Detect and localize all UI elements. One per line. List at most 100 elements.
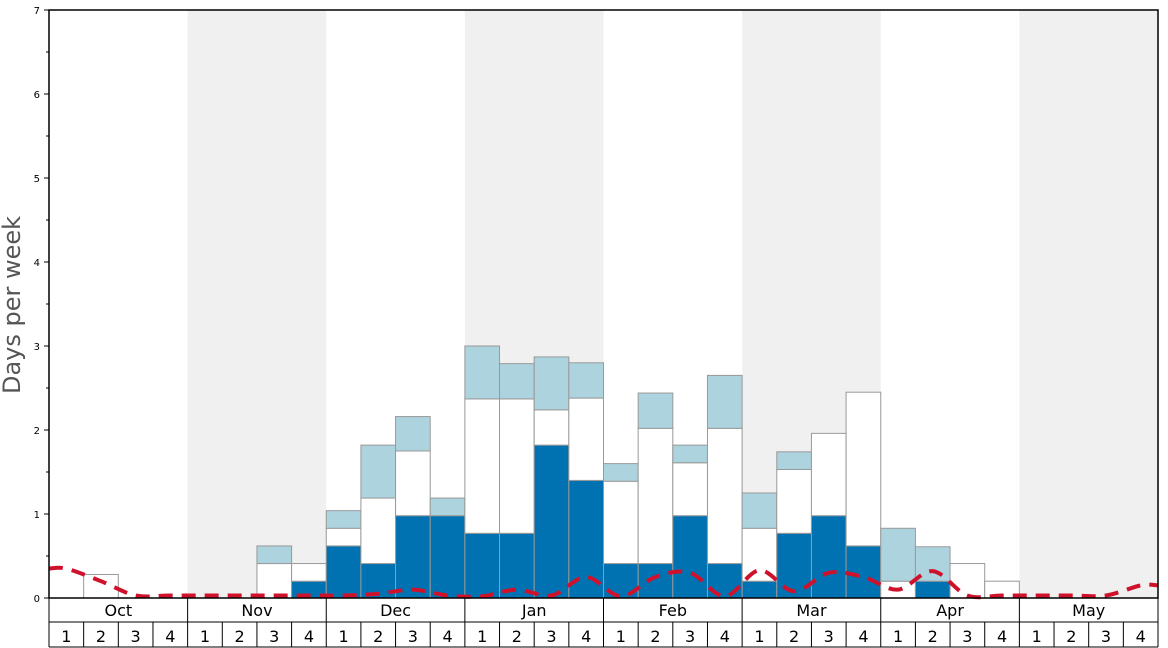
bar-series2-week24 <box>845 391 882 547</box>
bar-series3-week9 <box>325 510 362 529</box>
week-label: 3 <box>685 627 695 646</box>
week-label: 2 <box>1066 627 1076 646</box>
bar-series3-week22 <box>776 451 812 470</box>
week-label: 4 <box>997 627 1007 646</box>
bar-series2-week17 <box>603 480 639 565</box>
month-bands <box>187 10 1158 598</box>
month-label-oct: Oct <box>104 601 132 620</box>
y-tick-label: 1 <box>34 510 40 521</box>
bar-series3-week16 <box>568 362 604 399</box>
bar-series3-week25 <box>880 527 916 582</box>
y-ticks: 0 1 2 3 4 5 6 7 <box>34 6 49 605</box>
y-tick-label: 5 <box>34 174 40 185</box>
week-label: 4 <box>720 627 730 646</box>
bar-series1-week21 <box>741 580 778 599</box>
y-tick-label: 4 <box>34 258 40 269</box>
bar-series2-week7 <box>256 563 293 599</box>
bar-series2-week15 <box>533 409 570 446</box>
bar-series1-week11 <box>395 515 431 599</box>
y-tick-label: 0 <box>34 594 40 605</box>
bar-series3-week17 <box>603 463 639 482</box>
bar-series3-week20 <box>706 374 743 429</box>
week-label: 1 <box>754 627 764 646</box>
week-label: 2 <box>512 627 522 646</box>
bar-series3-week14 <box>499 363 535 400</box>
week-label: 3 <box>408 627 418 646</box>
bar-series2-week18 <box>637 427 674 565</box>
bar-series2-week11 <box>395 450 431 517</box>
bar-series1-week14 <box>499 532 535 599</box>
bar-series2-week9 <box>325 527 362 547</box>
week-label: 3 <box>1101 627 1111 646</box>
bar-series1-week13 <box>464 532 501 599</box>
bar-series3-week19 <box>672 444 708 464</box>
week-label: 4 <box>581 627 591 646</box>
bar-series3-week10 <box>360 444 397 499</box>
bar-series1-week18 <box>637 563 674 599</box>
bars <box>83 345 1020 599</box>
month-label-dec: Dec <box>380 601 411 620</box>
week-label: 2 <box>235 627 245 646</box>
week-label: 4 <box>165 627 175 646</box>
bar-series1-week23 <box>810 515 847 599</box>
bar-series2-week22 <box>776 468 812 534</box>
bar-series3-week7 <box>256 545 293 565</box>
week-label: 2 <box>789 627 799 646</box>
week-label: 4 <box>1136 627 1146 646</box>
bar-series2-week8 <box>291 563 327 582</box>
y-tick-label: 6 <box>34 90 40 101</box>
bar-series1-week9 <box>325 545 362 599</box>
week-label: 3 <box>269 627 279 646</box>
bar-series2-week16 <box>568 397 604 481</box>
week-label: 4 <box>304 627 314 646</box>
bar-series1-week24 <box>845 545 882 599</box>
bar-series3-week15 <box>533 356 570 411</box>
month-label-nov: Nov <box>241 601 272 620</box>
bar-series3-week13 <box>464 345 501 400</box>
week-label: 1 <box>477 627 487 646</box>
bar-series3-week11 <box>395 416 431 452</box>
bar-series2-week19 <box>672 462 708 517</box>
bar-series3-week18 <box>637 392 674 429</box>
week-label: 2 <box>928 627 938 646</box>
week-label: 3 <box>131 627 141 646</box>
week-label: 3 <box>546 627 556 646</box>
bar-series3-week12 <box>429 497 466 517</box>
x-axis: Oct 1 2 3 4 Nov 1 2 3 4 Dec 1 2 3 4 Jan 1 2 3 4 Feb 1 2 3 4 Mar 1 2… <box>48 598 1159 648</box>
bar-series2-week2 <box>83 573 119 599</box>
week-label: 1 <box>616 627 626 646</box>
bar-series2-week20 <box>706 427 743 565</box>
y-tick-label: 7 <box>34 6 40 17</box>
week-label: 3 <box>962 627 972 646</box>
week-label: 2 <box>650 627 660 646</box>
bar-series1-week12 <box>429 515 466 599</box>
week-label: 1 <box>893 627 903 646</box>
y-tick-label: 2 <box>34 426 40 437</box>
week-label: 2 <box>96 627 106 646</box>
bar-series1-week15 <box>533 444 570 599</box>
month-label-apr: Apr <box>936 601 964 620</box>
bar-series2-week14 <box>499 398 535 534</box>
bar-series3-week21 <box>741 492 778 529</box>
week-label: 4 <box>858 627 868 646</box>
month-label-may: May <box>1072 601 1105 620</box>
bar-series2-week10 <box>360 497 397 565</box>
bar-series1-week26 <box>914 580 951 599</box>
y-tick-label: 3 <box>34 342 40 353</box>
week-label: 1 <box>1032 627 1042 646</box>
month-label-jan: Jan <box>521 601 547 620</box>
month-band-may <box>1019 10 1158 598</box>
bar-series2-week23 <box>810 432 847 517</box>
week-label: 1 <box>338 627 348 646</box>
bar-series2-week13 <box>464 398 501 534</box>
month-band-nov <box>187 10 327 598</box>
bar-series2-week27 <box>949 563 986 599</box>
week-label: 3 <box>824 627 834 646</box>
month-label-mar: Mar <box>796 601 827 620</box>
week-label: 1 <box>61 627 71 646</box>
bar-series1-week19 <box>672 515 708 599</box>
week-label: 4 <box>442 627 452 646</box>
week-label: 1 <box>200 627 210 646</box>
y-axis-label: Days per week <box>0 216 26 394</box>
